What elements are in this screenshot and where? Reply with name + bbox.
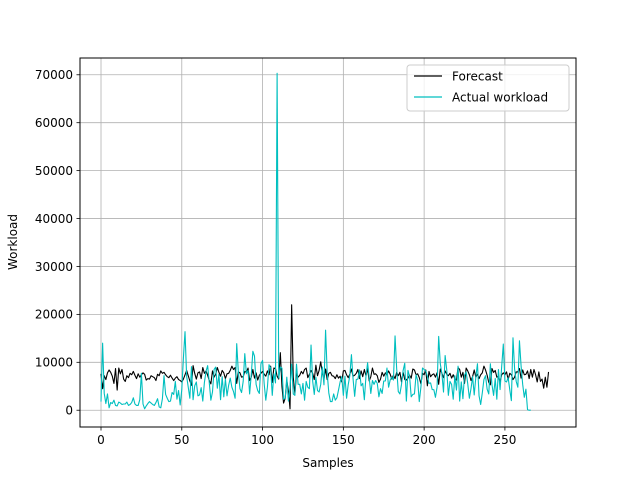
y-tick-label: 0: [65, 404, 73, 418]
series-lines: [100, 72, 550, 411]
x-tick-label: 250: [493, 433, 516, 447]
y-tick-label: 10000: [35, 356, 73, 370]
plot-frame: [79, 57, 577, 428]
x-axis-label: Samples: [302, 456, 353, 470]
legend-box: [406, 64, 570, 112]
y-tick-label: 50000: [35, 164, 73, 178]
x-tick-label: 100: [251, 433, 274, 447]
x-tick-label: 200: [413, 433, 436, 447]
y-tick-label: 40000: [35, 212, 73, 226]
legend-label-actual-workload: Actual workload: [452, 91, 548, 105]
y-ticks: 0 10000 20000 30000 40000 50000 60000 70000: [35, 68, 80, 418]
y-axis-label: Workload: [6, 214, 20, 270]
x-tick-label: 50: [174, 433, 189, 447]
x-ticks: 0 50 100 150 200 250: [97, 427, 516, 447]
y-tick-label: 30000: [35, 260, 73, 274]
legend-label-forecast: Forecast: [452, 70, 503, 84]
grid: [80, 58, 576, 427]
x-tick-label: 150: [332, 433, 355, 447]
y-tick-label: 20000: [35, 308, 73, 322]
series-line-actual-workload: [100, 72, 531, 411]
y-tick-label: 70000: [35, 68, 73, 82]
legend: Forecast Actual workload: [406, 64, 570, 112]
x-tick-label: 0: [97, 433, 105, 447]
y-tick-label: 60000: [35, 116, 73, 130]
